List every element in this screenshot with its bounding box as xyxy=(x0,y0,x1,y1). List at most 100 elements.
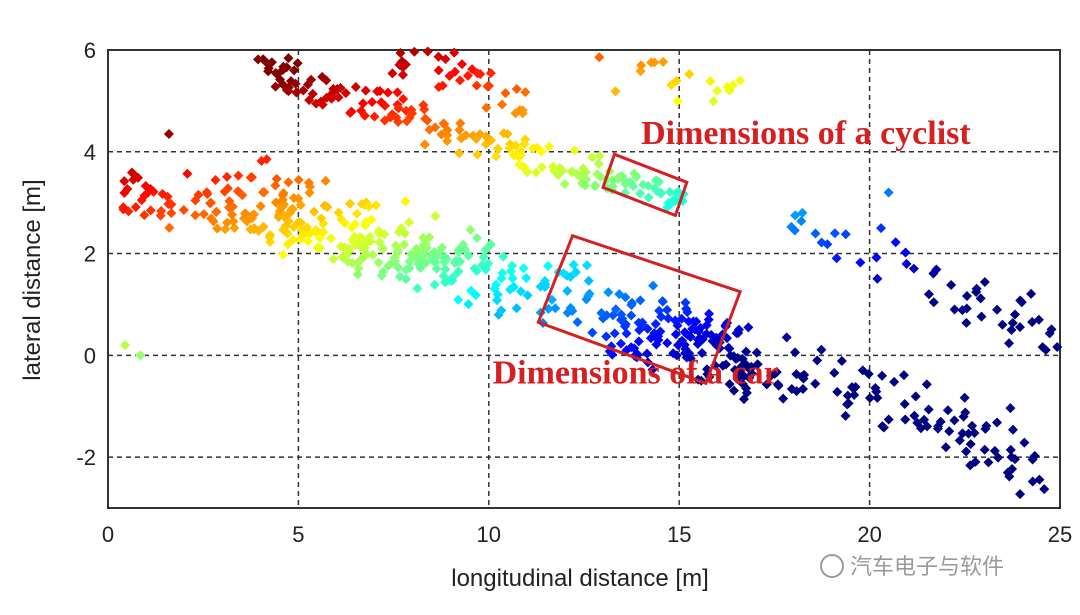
data-point xyxy=(451,255,462,266)
data-point xyxy=(580,180,591,191)
data-point xyxy=(457,59,468,70)
data-point xyxy=(478,252,489,263)
data-point xyxy=(1027,317,1038,328)
data-point xyxy=(298,85,309,96)
cyclist-annotation: Dimensions of a cyclist xyxy=(641,115,971,152)
data-point xyxy=(497,99,508,110)
data-point xyxy=(993,452,1004,463)
data-point xyxy=(352,208,363,219)
data-point xyxy=(558,268,569,279)
data-point xyxy=(1005,444,1016,455)
data-point xyxy=(684,69,695,80)
data-point xyxy=(592,169,603,180)
data-point xyxy=(979,277,990,288)
data-point xyxy=(864,393,875,404)
data-point xyxy=(954,435,965,446)
data-point xyxy=(270,180,281,191)
data-point xyxy=(1019,437,1030,448)
data-point xyxy=(409,46,420,57)
data-point xyxy=(390,240,401,251)
data-point xyxy=(540,279,551,290)
annotation-labels: Dimensions of a cyclist Dimensions of a c… xyxy=(493,115,972,391)
data-point xyxy=(424,232,435,243)
data-point xyxy=(842,390,853,401)
data-point xyxy=(569,145,580,156)
data-point xyxy=(697,334,708,345)
data-point xyxy=(940,442,951,453)
data-point xyxy=(450,66,461,77)
data-point xyxy=(521,273,532,284)
data-point xyxy=(685,331,696,342)
data-point xyxy=(510,108,521,119)
data-point xyxy=(398,58,409,69)
data-point xyxy=(519,139,530,150)
data-point xyxy=(737,379,748,390)
data-point xyxy=(536,146,547,157)
data-point xyxy=(303,236,314,247)
data-point xyxy=(385,112,396,123)
data-point xyxy=(360,220,371,231)
data-point xyxy=(1016,297,1027,308)
data-point xyxy=(683,316,694,327)
data-point xyxy=(616,315,627,326)
data-point xyxy=(447,275,458,286)
data-point xyxy=(411,243,422,254)
data-point xyxy=(658,56,669,67)
data-point xyxy=(923,404,934,415)
data-point xyxy=(615,338,626,349)
data-point xyxy=(371,200,382,211)
y-tick-label: 4 xyxy=(84,140,96,165)
data-point xyxy=(1027,454,1038,465)
data-point xyxy=(278,188,289,199)
data-point xyxy=(210,174,221,185)
data-point xyxy=(166,208,177,219)
data-point xyxy=(429,246,440,257)
data-point xyxy=(649,183,660,194)
data-point xyxy=(778,393,789,404)
data-point xyxy=(265,230,276,241)
data-point xyxy=(594,150,605,161)
data-point xyxy=(229,222,240,233)
data-point xyxy=(437,80,448,91)
data-point xyxy=(485,239,496,250)
data-point xyxy=(544,141,555,152)
data-point xyxy=(287,204,298,215)
data-point xyxy=(283,86,294,97)
data-point xyxy=(278,61,289,72)
data-point xyxy=(662,304,673,315)
data-point xyxy=(429,279,440,290)
data-point xyxy=(392,87,403,98)
data-point xyxy=(353,263,364,274)
data-point xyxy=(928,268,939,279)
data-point xyxy=(198,209,209,220)
data-point xyxy=(559,179,570,190)
data-point xyxy=(480,264,491,275)
data-point xyxy=(898,370,909,381)
data-point xyxy=(190,210,201,221)
data-point xyxy=(621,328,632,339)
data-point xyxy=(831,253,842,264)
data-point xyxy=(626,342,637,353)
data-point xyxy=(302,222,313,233)
data-point xyxy=(1026,288,1037,299)
data-point xyxy=(979,444,990,455)
data-point xyxy=(1040,345,1051,356)
data-point xyxy=(500,88,511,99)
data-point xyxy=(394,271,405,282)
data-point xyxy=(981,420,992,431)
data-point xyxy=(365,231,376,242)
data-point xyxy=(247,210,258,221)
data-point xyxy=(578,163,589,174)
data-point xyxy=(289,65,300,76)
data-point xyxy=(296,217,307,228)
data-point xyxy=(163,128,174,139)
data-point xyxy=(148,186,159,197)
data-point xyxy=(656,311,667,322)
watermark-text: 汽车电子与软件 xyxy=(850,555,1004,580)
data-point xyxy=(628,181,639,192)
data-point xyxy=(128,168,139,179)
data-point xyxy=(288,234,299,245)
data-point xyxy=(436,242,447,253)
data-point xyxy=(728,385,739,396)
data-point xyxy=(396,223,407,234)
